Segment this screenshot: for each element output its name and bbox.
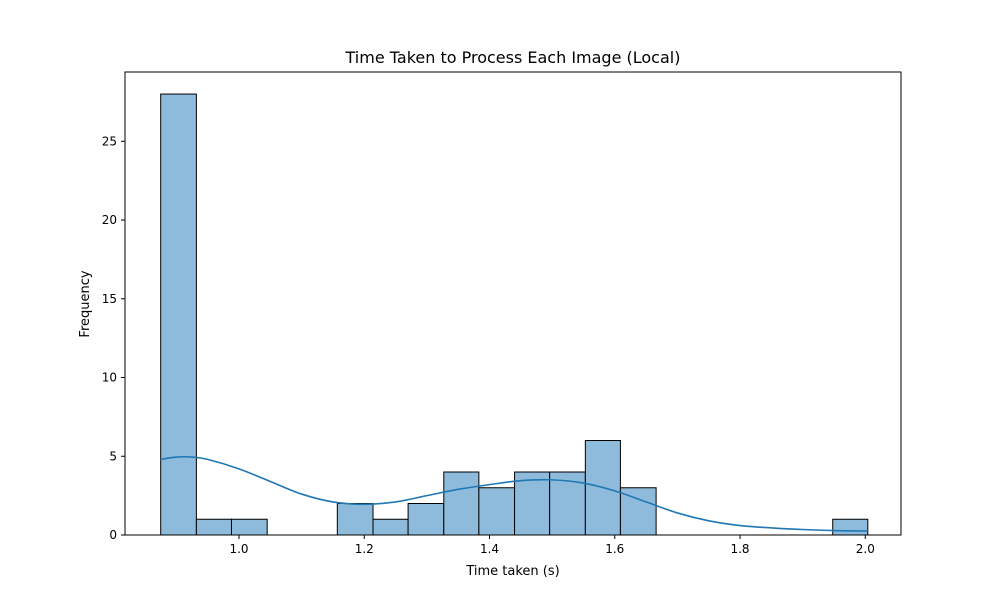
y-tick-label: 0 bbox=[109, 528, 117, 542]
plot-frame bbox=[124, 71, 902, 536]
y-tick-label: 5 bbox=[109, 449, 117, 463]
y-axis-label: Frequency bbox=[78, 270, 93, 337]
y-tick-label: 15 bbox=[102, 292, 117, 306]
y-tick-label: 20 bbox=[102, 213, 117, 227]
histogram-bar bbox=[478, 487, 516, 536]
x-tick-label: 1.4 bbox=[480, 542, 499, 556]
histogram-bar bbox=[336, 503, 374, 536]
histogram-bar bbox=[372, 518, 409, 536]
y-axis: 0 5 10 15 20 25 bbox=[102, 134, 125, 542]
x-axis-label: Time taken (s) bbox=[465, 564, 559, 579]
y-tick-label: 25 bbox=[102, 134, 117, 148]
histogram-bar bbox=[195, 518, 232, 536]
x-tick-label: 1.8 bbox=[730, 542, 749, 556]
x-tick-label: 1.2 bbox=[355, 542, 374, 556]
histogram-bar bbox=[407, 503, 445, 536]
histogram-bar bbox=[619, 487, 657, 536]
x-axis: 1.0 1.2 1.4 1.6 1.8 2.0 bbox=[229, 535, 875, 556]
chart-title: Time Taken to Process Each Image (Local) bbox=[345, 48, 681, 67]
x-tick-label: 1.6 bbox=[605, 542, 624, 556]
bars-layer bbox=[160, 93, 869, 536]
x-tick-label: 1.0 bbox=[229, 542, 248, 556]
histogram-bar bbox=[160, 93, 197, 536]
kde-curve bbox=[160, 455, 868, 532]
x-tick-label: 2.0 bbox=[856, 542, 875, 556]
y-tick-label: 10 bbox=[102, 371, 117, 385]
histogram-bar bbox=[230, 518, 268, 536]
histogram-bar bbox=[832, 518, 869, 536]
histogram-bar bbox=[443, 471, 480, 536]
